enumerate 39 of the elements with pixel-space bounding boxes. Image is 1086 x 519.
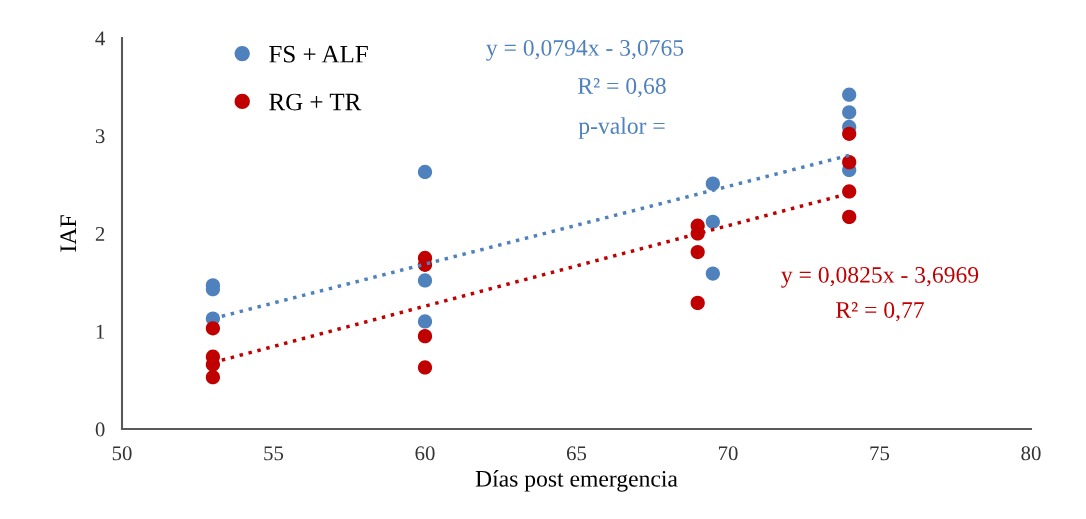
x-axis-title: Días post emergencia <box>475 470 678 492</box>
point <box>842 155 857 170</box>
point <box>842 184 857 199</box>
y-tick-label: 0 <box>95 422 105 437</box>
point <box>417 314 433 329</box>
y-tick-label: 2 <box>95 226 105 241</box>
point <box>705 266 720 281</box>
annotation: R² = 0,77 <box>836 301 924 322</box>
annotation: y = 0,0794x - 3,0765 <box>486 39 684 61</box>
y-tick-label: 3 <box>95 129 105 144</box>
point <box>417 164 433 180</box>
legend-label: FS + ALF <box>269 45 368 63</box>
point <box>842 87 857 102</box>
x-tick-label: 65 <box>566 446 587 461</box>
annotation: y = 0,0825x - 3,6969 <box>781 266 979 288</box>
annotation: R² = 0,68 <box>578 77 666 98</box>
point <box>842 209 857 224</box>
x-tick-label: 80 <box>1021 446 1041 461</box>
point <box>705 214 720 229</box>
x-tick-label: 50 <box>112 446 132 461</box>
point <box>417 329 433 344</box>
point <box>690 295 705 311</box>
point <box>705 176 720 191</box>
point <box>205 370 221 385</box>
point <box>842 105 857 120</box>
x-tick-label: 60 <box>415 446 435 461</box>
point <box>842 126 857 141</box>
x-tick-label: 70 <box>718 446 738 461</box>
point <box>417 273 433 288</box>
point <box>417 360 433 375</box>
annotation: p-valor = <box>578 117 665 139</box>
point <box>205 321 221 336</box>
y-tick-label: 4 <box>95 31 106 46</box>
x-tick-label: 75 <box>870 446 890 461</box>
y-tick-label: 1 <box>96 324 105 339</box>
point <box>690 244 705 260</box>
legend-label: RG + TR <box>269 93 362 111</box>
x-tick-label: 55 <box>264 446 284 461</box>
y-axis-title: IAF <box>60 215 76 252</box>
